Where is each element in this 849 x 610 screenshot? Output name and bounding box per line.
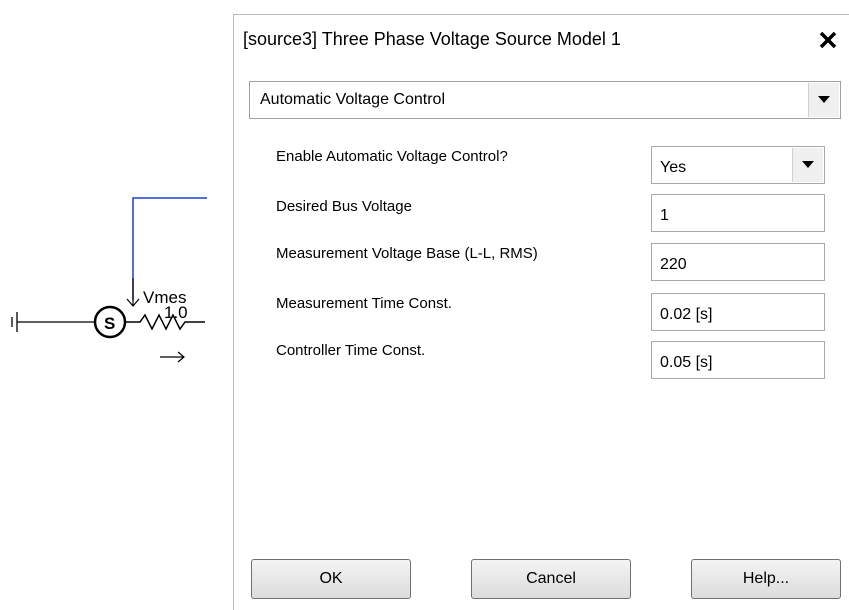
source-icon: S [104,314,115,333]
field-label: Controller Time Const. [276,342,426,359]
signal-arrow [126,278,140,307]
signal-label: Vmes [143,288,186,307]
text-input[interactable]: 220 [651,243,825,281]
resistance-label: 1.0 [164,303,188,322]
field-value: Yes [660,159,687,176]
field-value: 0.05 [s] [660,354,713,371]
dropdown-arrow[interactable] [808,83,839,117]
button[interactable]: Help... [691,559,841,599]
button[interactable]: OK [251,559,411,599]
title-bar: [source3] Three Phase Voltage Source Mod… [234,15,849,63]
dialog: [source3] Three Phase Voltage Source Mod… [233,14,849,610]
section-dropdown[interactable]: Automatic Voltage Control [249,81,841,119]
resistor [125,313,205,331]
close-button[interactable] [816,28,840,52]
signal-wire [132,197,207,300]
field-label: Desired Bus Voltage [276,198,412,215]
combo-box[interactable]: Yes [651,146,825,184]
field-label: Enable Automatic Voltage Control? [276,148,508,165]
field-value: 220 [660,256,687,273]
field-label: Measurement Time Const. [276,295,452,312]
field-value: 0.02 [s] [660,306,713,323]
text-input[interactable]: 0.05 [s] [651,341,825,379]
field-value: 1 [660,207,669,224]
dialog-title: [source3] Three Phase Voltage Source Mod… [243,29,621,49]
section-label: Automatic Voltage Control [260,91,445,108]
field-label: Measurement Voltage Base (L-L, RMS) [276,245,538,262]
circuit: Vmes 1.0 S [11,197,207,363]
current-arrow [160,351,185,363]
ground [11,312,95,332]
text-input[interactable]: 1 [651,194,825,232]
button[interactable]: Cancel [471,559,631,599]
text-input[interactable]: 0.02 [s] [651,293,825,331]
dropdown-arrow[interactable] [792,148,823,182]
